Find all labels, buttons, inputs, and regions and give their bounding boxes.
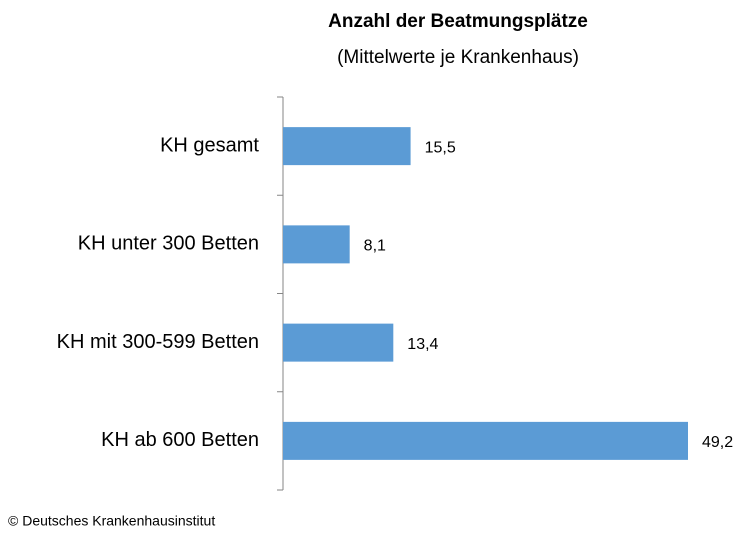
- y-tick-label: KH ab 600 Betten: [101, 429, 259, 451]
- chart-subtitle: (Mittelwerte je Krankenhaus): [337, 47, 579, 68]
- bar: [283, 225, 350, 264]
- bar: [283, 323, 394, 362]
- value-label: 49,2: [702, 434, 733, 451]
- chart-title: Anzahl der Beatmungsplätze: [328, 11, 588, 32]
- source: © Deutsches Krankenhausinstitut: [8, 513, 215, 529]
- y-tick-label: KH mit 300-599 Betten: [57, 331, 259, 353]
- value-label: 15,5: [425, 139, 456, 156]
- value-label: 13,4: [407, 336, 438, 353]
- bar: [283, 127, 411, 166]
- y-tick-label: KH gesamt: [160, 134, 259, 156]
- bar: [283, 421, 688, 460]
- value-label: 8,1: [364, 238, 386, 255]
- y-tick-label: KH unter 300 Betten: [78, 233, 259, 255]
